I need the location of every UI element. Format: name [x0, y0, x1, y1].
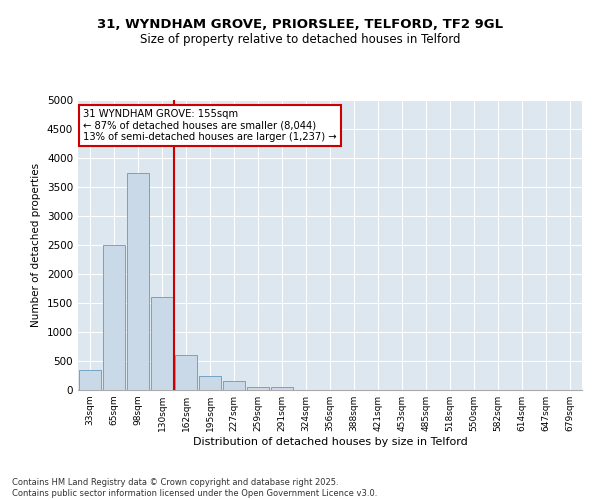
Bar — [247, 387, 269, 390]
Text: Size of property relative to detached houses in Telford: Size of property relative to detached ho… — [140, 32, 460, 46]
Bar — [127, 172, 149, 390]
X-axis label: Distribution of detached houses by size in Telford: Distribution of detached houses by size … — [193, 437, 467, 447]
Bar — [271, 387, 293, 390]
Bar — [151, 297, 173, 390]
Text: 31 WYNDHAM GROVE: 155sqm
← 87% of detached houses are smaller (8,044)
13% of sem: 31 WYNDHAM GROVE: 155sqm ← 87% of detach… — [83, 108, 337, 142]
Text: Contains HM Land Registry data © Crown copyright and database right 2025.
Contai: Contains HM Land Registry data © Crown c… — [12, 478, 377, 498]
Bar — [223, 382, 245, 390]
Bar — [199, 376, 221, 390]
Text: 31, WYNDHAM GROVE, PRIORSLEE, TELFORD, TF2 9GL: 31, WYNDHAM GROVE, PRIORSLEE, TELFORD, T… — [97, 18, 503, 30]
Bar — [175, 354, 197, 390]
Bar — [79, 370, 101, 390]
Y-axis label: Number of detached properties: Number of detached properties — [31, 163, 41, 327]
Bar — [103, 245, 125, 390]
